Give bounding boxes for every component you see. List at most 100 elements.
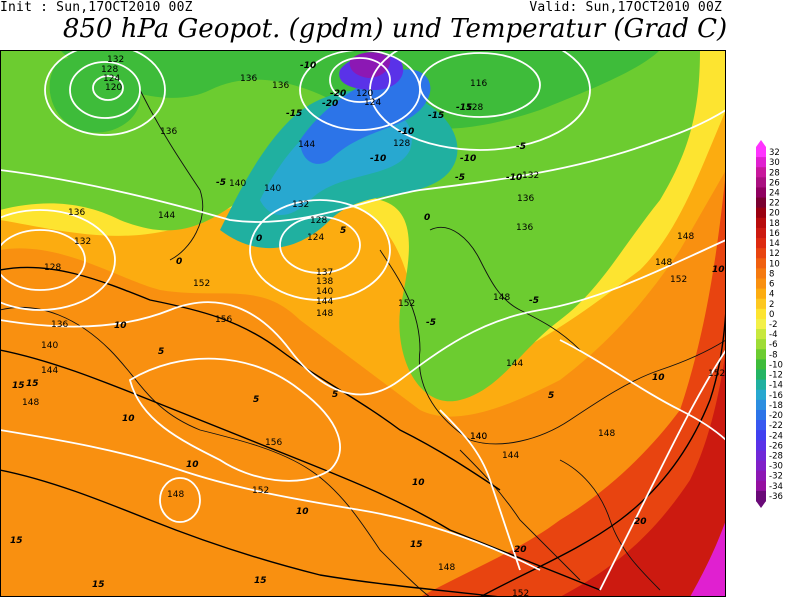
- weather-map: 132 128 124 120 136 136 136 124 120 116 …: [0, 29, 727, 599]
- color-scale-swatch: [756, 329, 766, 340]
- temp-label: 10: [652, 373, 665, 383]
- color-scale-swatch: [756, 177, 766, 188]
- color-scale-swatch: [756, 258, 766, 269]
- color-scale-label: -20: [769, 411, 783, 421]
- color-scale-swatch: [756, 440, 766, 451]
- geo-label: 128: [466, 103, 483, 113]
- temp-label: -10: [300, 61, 316, 71]
- temp-label: 15: [10, 536, 23, 546]
- coastline-northwest: [139, 89, 204, 261]
- temp-label: 10: [122, 414, 135, 424]
- geo-label: 144: [316, 297, 333, 307]
- contour-136: [0, 109, 727, 223]
- color-scale-label: -36: [769, 492, 783, 502]
- contour-high-156: [128, 357, 341, 482]
- temp-label: 5: [340, 226, 346, 236]
- coastline-south: [459, 449, 581, 581]
- temp-label: -20: [330, 89, 346, 99]
- color-scale-label: -10: [769, 360, 783, 370]
- geo-label: 116: [470, 79, 487, 89]
- contour-140: [559, 339, 727, 441]
- temp-label: -5: [216, 178, 226, 188]
- temp-label: 10: [412, 478, 425, 488]
- color-scale-swatch: [756, 248, 766, 259]
- color-scale-label: 12: [769, 249, 780, 259]
- color-scale-swatch: [756, 490, 766, 502]
- geo-label: 140: [41, 341, 58, 351]
- geo-label: 136: [160, 127, 177, 137]
- geo-label: 137: [316, 268, 333, 278]
- temp-label: -10: [460, 154, 476, 164]
- temperature-field-minus16c: [260, 107, 412, 215]
- color-scale-swatch: [756, 420, 766, 431]
- geo-label: 144: [158, 211, 175, 221]
- temp-label: 5: [158, 347, 164, 357]
- geo-label: 132: [292, 200, 309, 210]
- color-scale-label: -18: [769, 401, 783, 411]
- geopotential-contours: [0, 29, 727, 591]
- geo-label: 132: [522, 171, 539, 181]
- temp-label: 15: [254, 576, 267, 586]
- contour-low-nw-inner: [69, 61, 141, 119]
- geo-label: 138: [316, 277, 333, 287]
- temp-label: -15: [456, 103, 472, 113]
- color-scale-label: -2: [769, 320, 777, 330]
- color-scale-label: 2: [769, 300, 774, 310]
- temp-label: 10: [296, 507, 309, 517]
- geo-label: 140: [229, 179, 246, 189]
- geo-label: 156: [215, 315, 232, 325]
- color-scale-swatch: [756, 187, 766, 199]
- temp-label: 10: [186, 460, 199, 470]
- geo-label: 140: [470, 432, 487, 442]
- geo-label: 136: [272, 81, 289, 91]
- geo-label: 148: [598, 429, 615, 439]
- temperature-labels: -10 -20 -15 -20 -15 -10 -15 -10 -5 -5 -1…: [10, 61, 725, 590]
- temp-label: -10: [398, 127, 414, 137]
- color-scale-label: -16: [769, 391, 783, 401]
- geo-label: 144: [41, 366, 58, 376]
- temperature-field-hot-spot: [690, 520, 726, 597]
- geo-label: 140: [470, 432, 487, 442]
- temp-label: 0: [176, 257, 182, 267]
- temp-label: -10: [506, 173, 522, 183]
- color-scale-label: 28: [769, 168, 780, 178]
- color-scale-label: -12: [769, 371, 783, 381]
- color-scale-label: 18: [769, 219, 780, 229]
- color-scale-swatch: [756, 197, 766, 209]
- color-scale-label: 14: [769, 239, 780, 249]
- geo-label: 156: [265, 438, 282, 448]
- geo-label: 148: [655, 258, 672, 268]
- valid-time-label: Valid: Sun,17OCT2010 00Z: [529, 0, 722, 15]
- color-scale-swatch: [756, 217, 766, 229]
- contour-low-north-inner: [329, 57, 391, 103]
- temp-label: 5: [332, 390, 338, 400]
- temp-label: -15: [428, 111, 444, 121]
- color-scale-label: -4: [769, 330, 777, 340]
- color-scale-label: -28: [769, 451, 783, 461]
- geo-label: 132: [107, 55, 124, 65]
- color-scale-label: -34: [769, 482, 783, 492]
- geo-label: 124: [103, 74, 120, 84]
- temp-label: 5: [548, 391, 554, 401]
- color-scale-label: -24: [769, 431, 783, 441]
- geo-label: 136: [240, 74, 257, 84]
- color-scale-label: -30: [769, 462, 783, 472]
- geo-label: 144: [298, 140, 315, 150]
- geo-label: 152: [512, 589, 529, 597]
- geo-label: 152: [670, 275, 687, 285]
- geo-label: 148: [22, 398, 39, 408]
- color-scale-swatch: [756, 157, 766, 168]
- color-scale-label: 0: [769, 310, 774, 320]
- coastline-north: [429, 226, 581, 351]
- isotherm-20: [479, 309, 727, 598]
- geo-label: 152: [193, 279, 210, 289]
- contour-152: [0, 429, 541, 571]
- color-scale-label: 26: [769, 178, 780, 188]
- color-scale-swatch: [756, 278, 766, 290]
- color-scale-swatch: [756, 167, 766, 178]
- temp-label: -5: [455, 173, 465, 183]
- geo-label: 152: [252, 486, 269, 496]
- temp-label: -5: [516, 142, 526, 152]
- temp-label: -5: [529, 296, 539, 306]
- map-header: Init : Sun,17OCT2010 00Z Valid: Sun,17OC…: [0, 0, 790, 50]
